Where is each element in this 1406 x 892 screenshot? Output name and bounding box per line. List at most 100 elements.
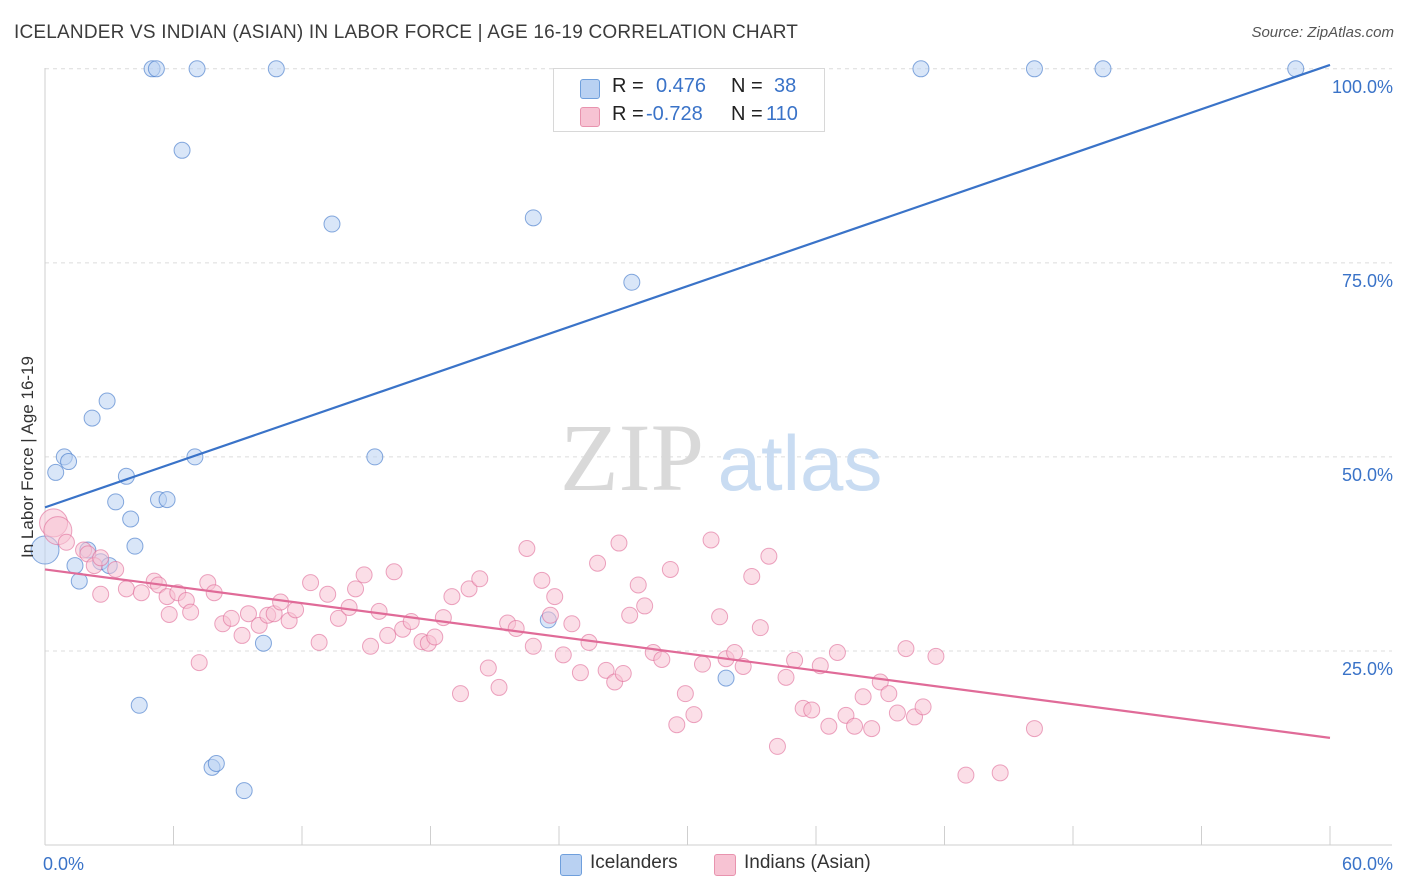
y-tick-label: 50.0%	[1342, 465, 1393, 485]
point-icelanders	[188, 60, 206, 78]
point-indians	[685, 706, 703, 724]
point-indians	[92, 585, 110, 603]
point-indians	[743, 567, 761, 585]
legend-n-value: 38	[774, 75, 797, 97]
point-indians	[385, 563, 403, 581]
point-icelanders	[47, 463, 65, 481]
trend-line-icelanders	[44, 63, 1331, 509]
bottom-legend-swatch	[714, 854, 736, 876]
y-tick-label: 100.0%	[1332, 77, 1393, 97]
point-indians	[571, 664, 589, 682]
point-icelanders	[147, 60, 165, 78]
point-indians	[702, 531, 720, 549]
point-indians	[507, 619, 525, 637]
point-icelanders	[235, 782, 253, 800]
point-indians	[490, 678, 508, 696]
point-indians	[426, 628, 444, 646]
point-indians	[614, 664, 632, 682]
point-icelanders	[524, 209, 542, 227]
watermark-atlas: atlas	[718, 419, 883, 507]
point-indians	[355, 566, 373, 584]
y-axis-label: In Labor Force | Age 16-19	[18, 356, 37, 558]
point-indians	[518, 539, 536, 557]
point-indians	[222, 609, 240, 627]
point-indians	[302, 574, 320, 592]
legend-r-value: 0.476	[656, 75, 707, 97]
legend-n-label: N =	[731, 75, 763, 97]
point-icelanders	[186, 448, 204, 466]
point-indians	[160, 605, 178, 623]
point-indians	[107, 560, 125, 578]
point-indians	[524, 637, 542, 655]
trend-lines	[44, 63, 1331, 739]
point-indians	[777, 668, 795, 686]
legend-r-label: R =	[612, 75, 644, 97]
point-icelanders	[66, 557, 84, 575]
point-indians	[589, 554, 607, 572]
point-icelanders	[126, 537, 144, 555]
point-icelanders	[323, 215, 341, 233]
point-indians	[676, 685, 694, 703]
point-indians	[182, 603, 200, 621]
point-indians	[190, 654, 208, 672]
legend-n-value: 110	[766, 103, 798, 125]
point-icelanders	[83, 409, 101, 427]
point-icelanders	[98, 392, 116, 410]
point-indians	[287, 601, 305, 619]
point-indians	[880, 685, 898, 703]
bottom-legend-label: Icelanders	[590, 852, 678, 873]
point-indians	[888, 704, 906, 722]
correlation-legend: R = 0.476 N = 38 R = -0.728 N = 110	[553, 68, 825, 132]
point-indians	[310, 633, 328, 651]
point-indians	[668, 716, 686, 734]
point-indians	[1025, 720, 1043, 738]
point-indians	[610, 534, 628, 552]
point-indians	[863, 720, 881, 738]
point-icelanders	[173, 141, 191, 159]
point-icelanders	[107, 493, 125, 511]
point-indians	[233, 626, 251, 644]
gridlines	[45, 68, 1392, 652]
point-icelanders	[158, 491, 176, 509]
point-indians	[914, 698, 932, 716]
point-indians	[347, 580, 365, 598]
watermark: ZIP atlas	[560, 404, 882, 511]
legend-n-label: N =	[731, 103, 763, 125]
point-indians	[846, 717, 864, 735]
legend-row-indians: R = -0.728 N = 110	[554, 101, 824, 129]
point-indians	[362, 637, 380, 655]
trend-line-indians	[44, 568, 1331, 739]
point-icelanders	[1025, 60, 1043, 78]
point-icelanders	[912, 60, 930, 78]
point-indians	[927, 647, 945, 665]
point-icelanders	[717, 669, 735, 687]
bottom-legend-swatch	[560, 854, 582, 876]
point-indians	[479, 659, 497, 677]
point-indians	[636, 597, 654, 615]
x-tick-label: 0.0%	[43, 854, 84, 874]
x-tick-label: 60.0%	[1342, 854, 1393, 874]
point-indians	[621, 606, 639, 624]
point-icelanders	[122, 510, 140, 528]
point-indians	[991, 764, 1009, 782]
point-indians	[597, 661, 615, 679]
axes	[44, 68, 1392, 846]
point-indians	[239, 605, 257, 623]
point-indians	[563, 615, 581, 633]
point-indians	[554, 646, 572, 664]
point-indians	[957, 766, 975, 784]
point-icelanders	[267, 60, 285, 78]
point-indians	[693, 655, 711, 673]
point-indians	[828, 644, 846, 662]
chart-title: ICELANDER VS INDIAN (ASIAN) IN LABOR FOR…	[14, 22, 799, 43]
point-indians	[57, 533, 75, 551]
point-indians	[803, 701, 821, 719]
point-indians	[541, 606, 559, 624]
point-icelanders	[1094, 60, 1112, 78]
legend-r-value: -0.728	[646, 103, 703, 125]
point-indians	[711, 608, 729, 626]
point-indians	[629, 576, 647, 594]
point-icelanders	[254, 634, 272, 652]
point-indians	[820, 717, 838, 735]
